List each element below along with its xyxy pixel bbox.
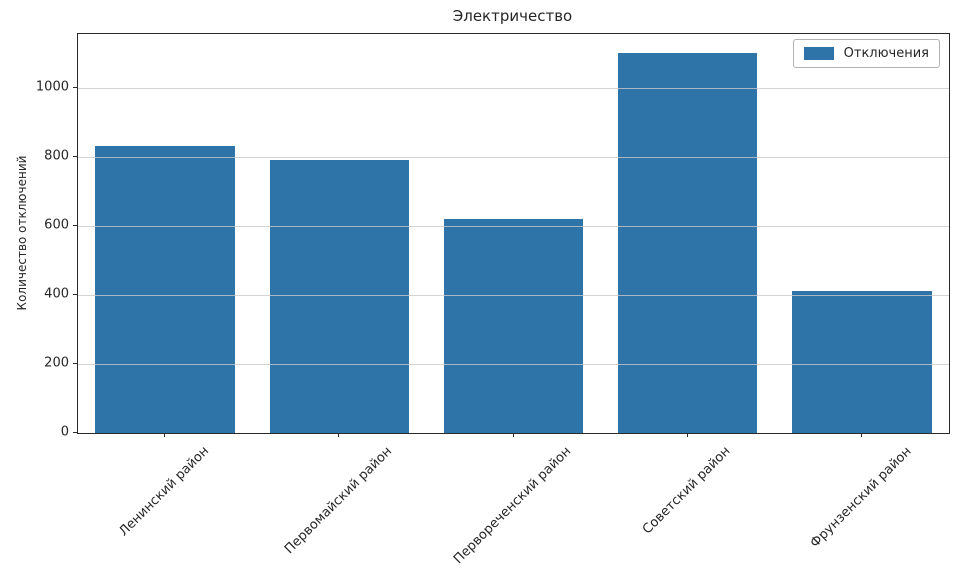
y-tick-label-1000: 1000	[35, 79, 69, 95]
bar-2	[269, 160, 409, 433]
x-tick-mark-1	[164, 433, 166, 437]
x-tick-mark-3	[512, 433, 514, 437]
gridline-1000	[78, 87, 949, 89]
y-tick-label-200: 200	[44, 355, 69, 371]
x-tick-label-2: Первомайский район	[281, 443, 395, 558]
gridline-800	[78, 156, 949, 158]
y-tick-mark-0	[73, 432, 77, 433]
legend-label: Отключения	[843, 46, 929, 61]
y-tick-label-600: 600	[44, 217, 69, 233]
y-tick-mark-1000	[73, 86, 77, 88]
x-tick-mark-4	[686, 433, 688, 437]
y-tick-mark-800	[73, 155, 77, 157]
x-tick-label-4: Советский район	[639, 443, 734, 538]
x-tick-mark-2	[338, 433, 340, 437]
bar-1	[95, 146, 235, 433]
plot-area	[77, 33, 950, 434]
x-tick-label-5: Фрунзенский район	[807, 443, 915, 551]
gridline-600	[78, 225, 949, 227]
bar-5	[792, 291, 932, 433]
gridline-400	[78, 294, 949, 296]
chart-title: Электричество	[452, 7, 573, 25]
bar-3	[443, 218, 584, 433]
legend: Отключения	[792, 39, 940, 68]
bar-4	[618, 53, 758, 433]
y-tick-mark-600	[73, 224, 77, 226]
y-tick-label-400: 400	[44, 286, 69, 302]
x-tick-label-1: Ленинский район	[116, 443, 212, 540]
y-tick-label-0: 0	[60, 424, 69, 440]
x-tick-mark-5	[860, 433, 862, 437]
gridline-200	[78, 363, 949, 365]
y-tick-label-800: 800	[44, 148, 69, 164]
x-tick-label-3: Первореченский район	[450, 443, 575, 568]
legend-swatch	[803, 47, 834, 60]
y-tick-mark-200	[73, 362, 77, 364]
y-tick-mark-400	[73, 293, 77, 295]
